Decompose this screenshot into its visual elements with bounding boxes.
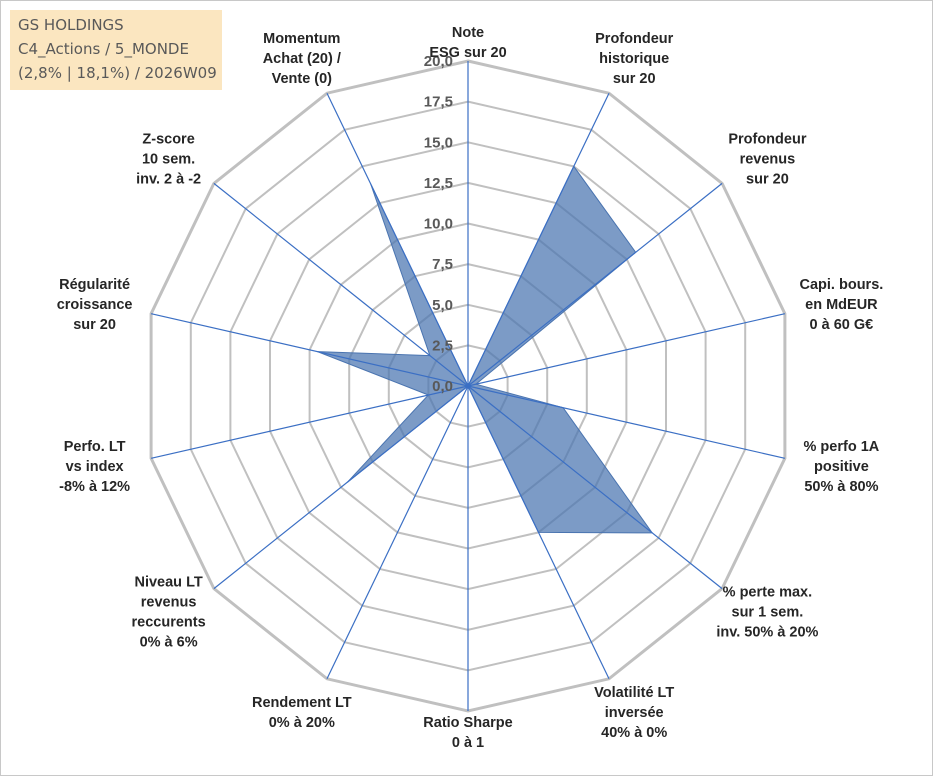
axis-spoke [467, 385, 610, 680]
tick-label: 12,5 [424, 175, 453, 192]
axis-spoke [467, 182, 723, 387]
axis-spoke [467, 313, 786, 387]
axis-spoke [213, 385, 469, 590]
axis-label: Z-score 10 sem. inv. 2 à -2 [136, 132, 201, 188]
axis-label: Profondeur historique sur 20 [595, 31, 673, 87]
tick-label: 5,0 [432, 297, 453, 314]
title-stats: (2,8% | 18,1%) / 2026W09 [18, 64, 217, 82]
tick-label: 2,5 [432, 337, 453, 354]
axis-label: Volatilité LT inversée 40% à 0% [594, 685, 674, 741]
axis-spoke [150, 313, 469, 387]
tick-label: 7,5 [432, 256, 453, 273]
axis-spoke [326, 92, 469, 387]
axis-spoke [150, 385, 469, 459]
axis-spoke [467, 385, 723, 590]
axis-spoke [326, 385, 469, 680]
axis-label: Niveau LT revenus reccurents 0% à 6% [132, 574, 206, 650]
tick-label: 0,0 [432, 378, 453, 395]
tick-labels: 0,0 2,5 5,0 7,5 10,0 12,5 15,0 17,5 20,0 [424, 53, 453, 395]
axis-label: % perte max. sur 1 sem. inv. 50% à 20% [716, 584, 818, 640]
tick-label: 20,0 [424, 53, 453, 70]
axis-label: Régularité croissance sur 20 [57, 277, 133, 333]
title-category: C4_Actions / 5_MONDE [18, 40, 189, 58]
spoke-layer [150, 61, 786, 711]
axis-label: Ratio Sharpe 0 à 1 [423, 715, 512, 751]
chart-title-box: GS HOLDINGS C4_Actions / 5_MONDE (2,8% |… [10, 10, 222, 90]
axis-label: % perfo 1A positive 50% à 80% [804, 439, 880, 495]
axis-labels: Note ESG sur 20 Profondeur historique sur 20… [57, 25, 884, 751]
title-company: GS HOLDINGS [18, 16, 124, 34]
axis-spoke [467, 385, 786, 459]
axis-label: Note ESG sur 20 [429, 25, 506, 61]
tick-label: 17,5 [424, 94, 453, 111]
tick-label: 15,0 [424, 134, 453, 151]
axis-label: Perfo. LT vs index -8% à 12% [59, 439, 130, 495]
axis-spoke [467, 92, 610, 387]
axis-label: Momentum Achat (20) / Vente (0) [263, 31, 341, 87]
axis-label: Rendement LT 0% à 20% [252, 695, 352, 731]
axis-label: Capi. bours. en MdEUR 0 à 60 G€ [800, 277, 884, 333]
axis-label: Profondeur revenus sur 20 [728, 132, 806, 188]
tick-label: 10,0 [424, 216, 453, 233]
axis-spoke [213, 182, 469, 387]
